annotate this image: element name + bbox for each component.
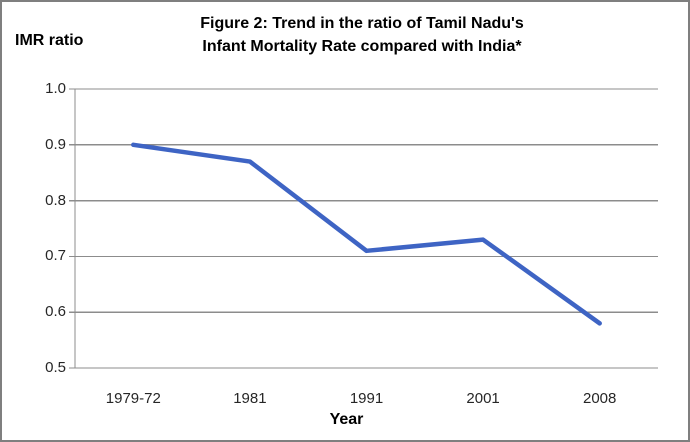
x-tick-label: 2008 (583, 390, 617, 407)
y-tick-label: 0.6 (45, 303, 66, 321)
chart-title: Figure 2: Trend in the ratio of Tamil Na… (62, 12, 662, 58)
x-axis-title: Year (329, 411, 364, 428)
imr-ratio-series-line (131, 142, 602, 326)
y-tick-label: 0.5 (45, 359, 66, 376)
x-tick-label: 1979-72 (105, 390, 161, 407)
x-tick-label: 2001 (466, 390, 500, 407)
y-tick-label: 1.0 (45, 80, 66, 97)
y-tick-label: 0.9 (45, 135, 66, 153)
y-tick-label: 0.7 (45, 247, 66, 265)
x-tick-label: 1981 (233, 390, 267, 407)
x-tick-label: 1991 (349, 390, 384, 407)
y-tick-label: 0.8 (45, 191, 66, 209)
chart-title-line-1: Figure 2: Trend in the ratio of Tamil Na… (200, 15, 524, 32)
y-axis-title: IMR ratio (15, 32, 84, 49)
chart-title-line-2: Infant Mortality Rate compared with Indi… (202, 38, 522, 55)
